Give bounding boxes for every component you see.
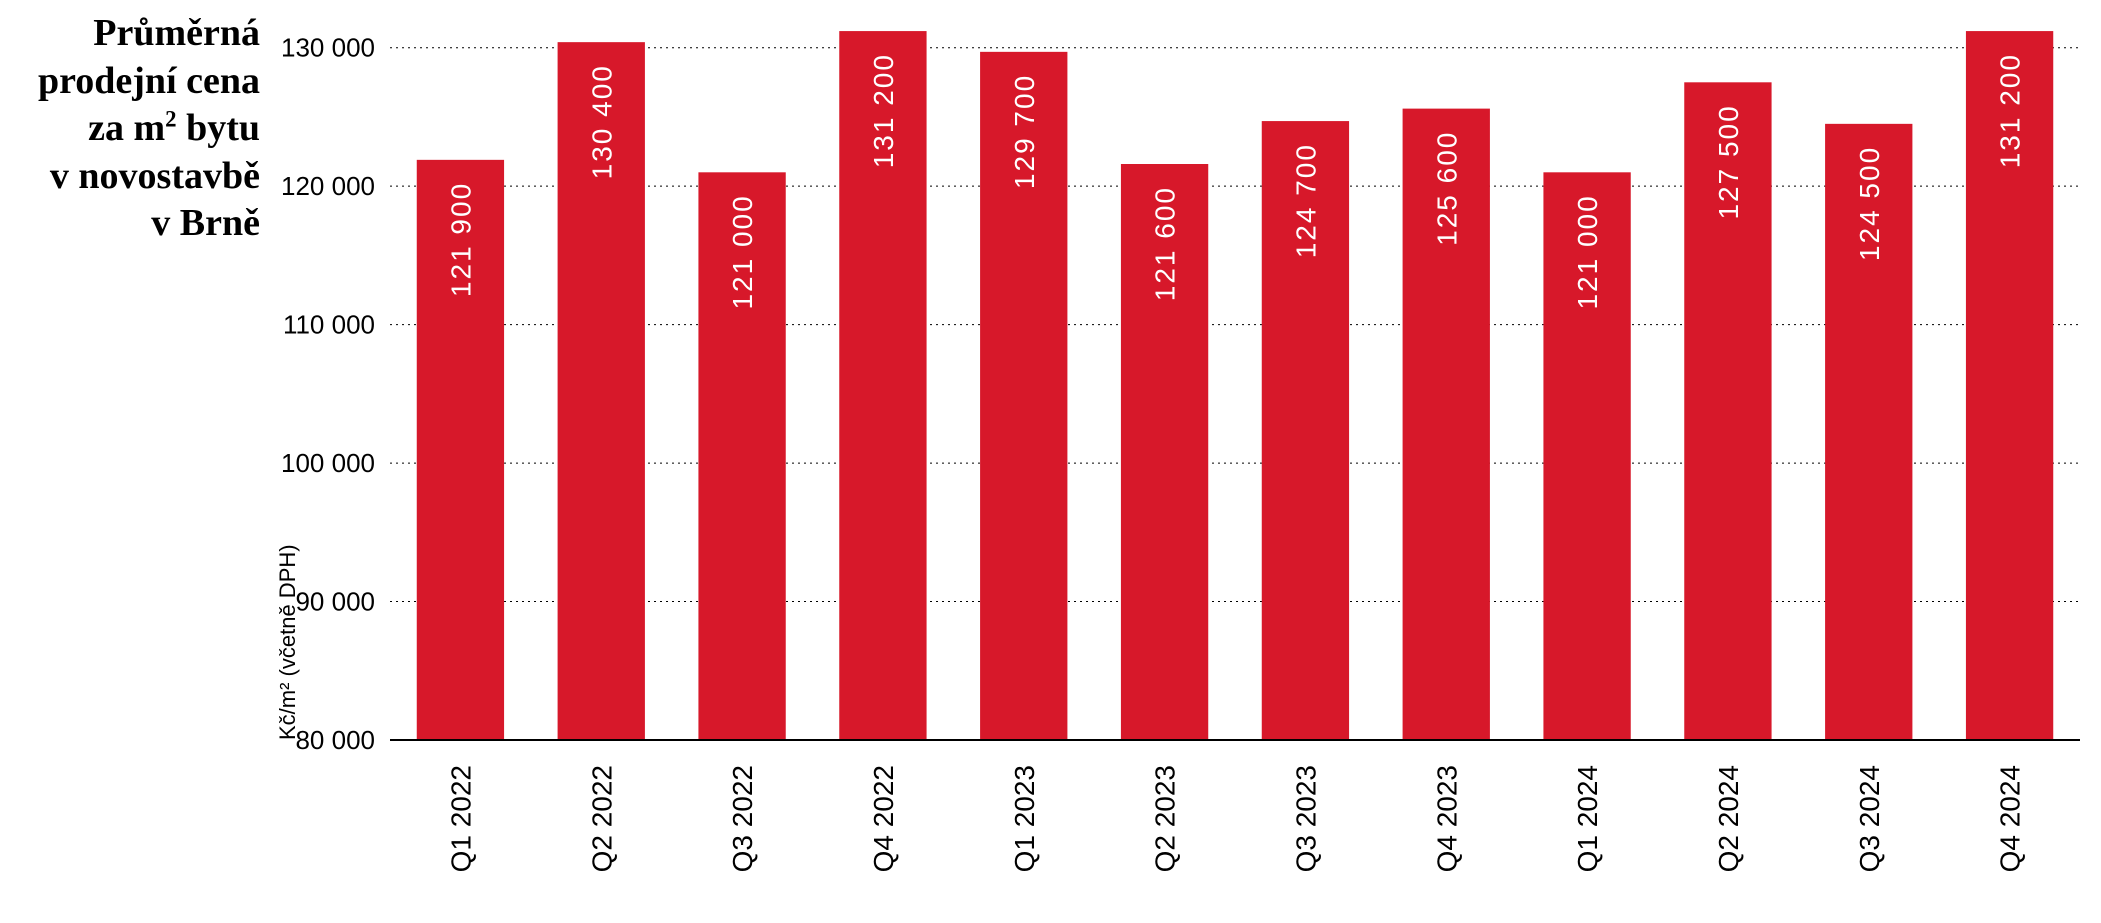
y-tick-label: 130 000: [281, 33, 375, 63]
chart-area: 80 000 90 000 100 000 110 000 120 000 130 000…: [270, 0, 2101, 923]
y-tick-label: 80 000: [295, 725, 375, 755]
x-tick-label: Q2 2022: [586, 765, 617, 872]
bar-chart-svg: 80 000 90 000 100 000 110 000 120 000 130 000…: [270, 0, 2100, 923]
bar-value-label: 121 000: [727, 194, 758, 309]
y-tick-label: 90 000: [295, 587, 375, 617]
x-tick-label: Q4 2022: [868, 765, 899, 872]
bar-value-label: 121 000: [1572, 194, 1603, 309]
bar-value-label: 121 900: [445, 182, 476, 297]
x-tick-label: Q3 2024: [1854, 765, 1885, 872]
x-tick-label: Q4 2024: [1995, 765, 2026, 872]
figure-container: Průměrná prodejní cena za m2 bytu v novo…: [0, 0, 2101, 923]
x-tick-label: Q1 2024: [1572, 765, 1603, 872]
x-tick-label: Q3 2022: [727, 765, 758, 872]
y-tick-label: 120 000: [281, 171, 375, 201]
chart-title: Průměrná prodejní cena za m2 bytu v novo…: [0, 0, 270, 923]
x-tick-label: Q2 2023: [1150, 765, 1181, 872]
bar-value-label: 131 200: [1995, 53, 2026, 168]
x-tick-label: Q3 2023: [1290, 765, 1321, 872]
x-tick-label: Q1 2023: [1009, 765, 1040, 872]
y-tick-label: 110 000: [283, 310, 375, 340]
y-axis-label: Kč/m² (včetně DPH): [275, 544, 300, 740]
title-line: prodejní cena: [0, 58, 260, 106]
title-line: za m2 bytu: [0, 105, 260, 153]
bar-value-label: 125 600: [1431, 131, 1462, 246]
bar-value-label: 129 700: [1009, 74, 1040, 189]
x-tick-label: Q2 2024: [1713, 765, 1744, 872]
bar-value-label: 124 700: [1290, 143, 1321, 258]
bar-value-label: 121 600: [1150, 186, 1181, 301]
bar-value-label: 124 500: [1854, 146, 1885, 261]
title-line: Průměrná: [0, 10, 260, 58]
title-line: v Brně: [0, 200, 260, 248]
x-tick-label: Q4 2023: [1431, 765, 1462, 872]
bar-value-label: 131 200: [868, 53, 899, 168]
title-line: v novostavbě: [0, 153, 260, 201]
bar-value-label: 130 400: [586, 64, 617, 179]
y-tick-label: 100 000: [281, 448, 375, 478]
bar-value-label: 127 500: [1713, 104, 1744, 219]
x-tick-label: Q1 2022: [445, 765, 476, 872]
